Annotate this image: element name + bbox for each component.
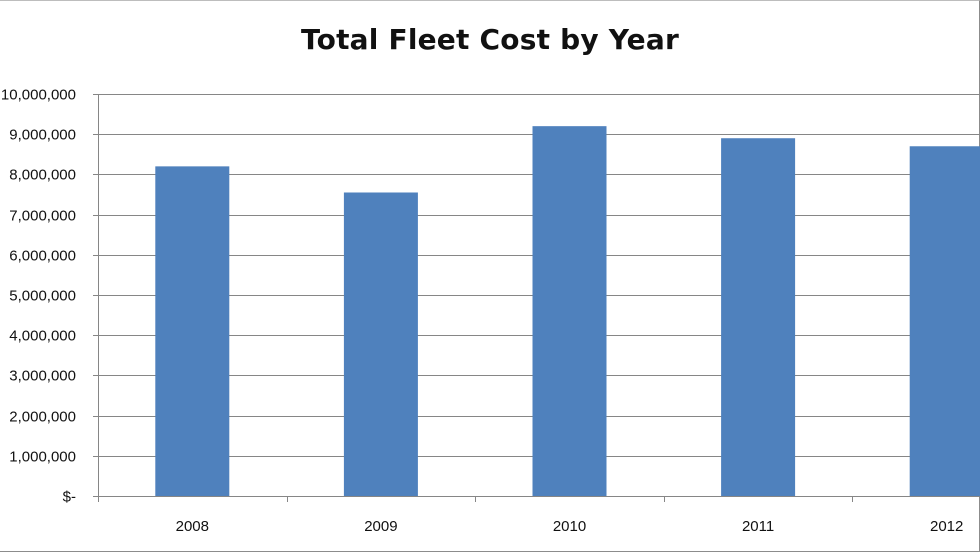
bar-2012 bbox=[909, 146, 980, 496]
y-tick-label: 5,000,000 bbox=[9, 288, 76, 305]
x-tick-label: 2009 bbox=[364, 518, 397, 535]
y-tick-label: 3,000,000 bbox=[9, 368, 76, 385]
bar-2008 bbox=[155, 166, 230, 497]
y-tick-label: 7,000,000 bbox=[9, 208, 76, 225]
y-tick-label: 4,000,000 bbox=[9, 328, 76, 345]
x-tick-label: 2012 bbox=[930, 518, 963, 535]
x-tick-label: 2010 bbox=[553, 518, 586, 535]
y-tick-label: 6,000,000 bbox=[9, 248, 76, 265]
y-tick-label: 2,000,000 bbox=[9, 409, 76, 426]
x-tick-label: 2011 bbox=[742, 518, 774, 535]
bar-2009 bbox=[343, 192, 418, 497]
chart-title: Total Fleet Cost by Year bbox=[301, 23, 679, 56]
y-tick-label: 1,000,000 bbox=[9, 449, 76, 466]
y-tick-label: 9,000,000 bbox=[9, 127, 76, 144]
bar-2010 bbox=[532, 126, 607, 496]
bar-2011 bbox=[721, 138, 796, 496]
y-tick-label: 8,000,000 bbox=[9, 167, 76, 184]
y-tick-label: $- bbox=[63, 489, 76, 506]
y-tick-label: 10,000,000 bbox=[1, 87, 76, 104]
x-tick-label: 2008 bbox=[176, 518, 209, 535]
